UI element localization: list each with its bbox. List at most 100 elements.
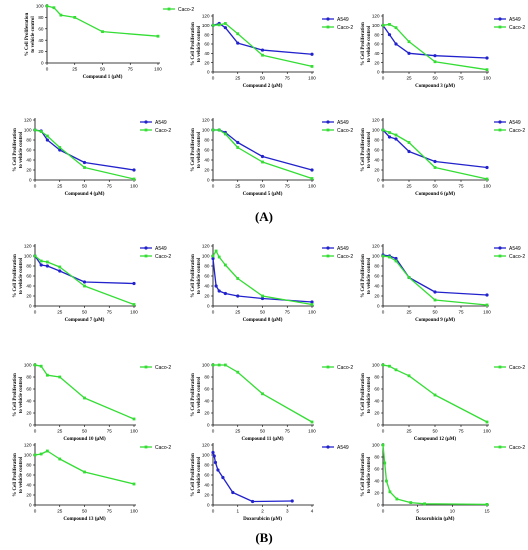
data-point-Caco-2	[395, 497, 399, 501]
y-tick-label: 20	[26, 294, 32, 299]
y-axis-label: to vehicle control	[367, 131, 372, 168]
y-tick-label: 40	[26, 483, 32, 488]
data-point-A549	[407, 51, 411, 55]
data-point-A549	[58, 148, 62, 152]
data-point-Caco-2	[52, 6, 56, 10]
y-tick-label: 20	[374, 168, 380, 173]
data-point-Caco-2	[388, 364, 391, 368]
x-tick-label: 1	[236, 509, 239, 514]
data-point-Caco-2	[381, 363, 385, 367]
y-axis-label: to vehicle control	[367, 25, 372, 62]
data-point-Caco-2	[485, 68, 489, 72]
x-axis-label: Doxorubicin (µM)	[416, 517, 455, 522]
data-point-Caco-2	[58, 457, 62, 461]
data-point-A549	[394, 42, 398, 46]
y-tick-label: 120	[372, 14, 380, 19]
data-point-Caco-2	[388, 490, 392, 494]
y-tick-label: 40	[204, 399, 210, 404]
data-point-Caco-2	[485, 420, 489, 424]
data-point-Caco-2	[381, 443, 385, 447]
data-point-Caco-2	[132, 482, 136, 486]
y-tick-label: 40	[26, 158, 32, 163]
y-tick-label: 120	[372, 118, 380, 123]
y-axis-label: to vehicle control	[19, 376, 24, 413]
x-axis-label: Compound 13 (µM)	[63, 517, 106, 522]
data-point-Caco-2	[45, 4, 49, 8]
y-axis-label: % Cell Proliferation	[361, 128, 366, 172]
x-axis-label: Compound 4 (µM)	[65, 192, 105, 197]
data-point-Caco-2	[261, 53, 264, 57]
data-point-Caco-2	[388, 131, 391, 134]
legend-marker	[498, 254, 502, 258]
series-line-A549	[382, 254, 488, 296]
y-tick-label: 120	[24, 244, 32, 249]
data-point-Caco-2	[45, 260, 49, 264]
legend-marker	[144, 365, 148, 369]
legend-label: A549	[155, 246, 167, 252]
data-point-Caco-2	[383, 461, 387, 465]
data-point-Caco-2	[211, 363, 215, 367]
data-point-A549	[45, 138, 49, 142]
y-tick-label: 0	[207, 503, 210, 508]
data-point-Caco-2	[223, 132, 227, 136]
x-axis-label: Compound 9 (µM)	[415, 318, 455, 323]
series-line-Caco-2	[34, 450, 135, 485]
data-point-A549	[485, 56, 489, 60]
chart-11: 0 20 40 60 80 100 0 25 50 75 100 Compound 11 (µM) % …	[191, 363, 353, 442]
series-line-Caco-2	[382, 129, 488, 180]
y-tick-label: 40	[374, 399, 380, 404]
y-tick-label: 120	[202, 244, 210, 249]
legend-label: A549	[155, 120, 167, 126]
x-axis-label: Compound 8 (µM)	[243, 318, 283, 323]
x-tick-label: 50	[432, 76, 438, 81]
x-tick-label: 50	[432, 429, 438, 434]
x-tick-label: 100	[308, 184, 316, 189]
x-tick-label: 75	[458, 429, 464, 434]
legend-marker	[326, 17, 330, 21]
legend-label: Caco-2	[509, 365, 525, 371]
x-tick-label: 50	[82, 509, 88, 514]
x-tick-label: 50	[260, 310, 266, 315]
y-axis-label: to vehicle control	[197, 376, 202, 413]
x-tick-label: 0	[382, 429, 385, 434]
y-tick-label: 60	[204, 274, 210, 279]
y-tick-label: 40	[374, 479, 380, 484]
data-point-Caco-2	[45, 449, 49, 453]
data-point-Caco-2	[381, 128, 385, 132]
y-tick-label: 120	[24, 118, 32, 123]
data-point-Caco-2	[423, 502, 426, 506]
y-tick-label: 80	[374, 375, 380, 380]
x-tick-label: 0	[34, 429, 37, 434]
y-axis-label: to vehicle control	[367, 456, 372, 493]
data-point-Caco-2	[409, 501, 413, 504]
y-axis-label: % Cell Proliferation	[191, 254, 196, 298]
y-tick-label: 100	[36, 4, 44, 9]
y-tick-label: 100	[372, 254, 380, 259]
data-point-A549	[260, 48, 265, 52]
y-tick-label: 60	[38, 26, 44, 31]
data-point-Caco-2	[132, 303, 136, 306]
chart-2: 0 20 40 60 80 100 120 0 25 50 75 100 Compound 2 (µM)…	[191, 14, 353, 89]
series-line-Caco-2	[34, 255, 135, 306]
data-point-A549	[82, 160, 87, 165]
data-point-A549	[260, 154, 265, 159]
panel-label-a: (A)	[255, 209, 273, 224]
x-tick-label: 100	[130, 429, 138, 434]
data-point-A549	[236, 41, 240, 45]
legend-label: Caco-2	[337, 254, 353, 260]
y-tick-label: 100	[372, 363, 380, 368]
x-tick-label: 25	[72, 67, 78, 72]
x-axis-label: Compound 7 (µM)	[65, 318, 105, 323]
data-point-A549	[39, 263, 43, 267]
y-tick-label: 120	[372, 244, 380, 249]
data-point-A549	[387, 33, 392, 37]
x-tick-label: 50	[260, 429, 266, 434]
y-tick-label: 100	[372, 443, 380, 448]
y-tick-label: 80	[374, 32, 380, 37]
x-tick-label: 0	[212, 76, 215, 81]
x-axis-label: Compound 11 (µM)	[241, 437, 283, 442]
data-point-Caco-2	[45, 134, 49, 138]
x-tick-label: 50	[260, 76, 266, 81]
legend-label: Caco-2	[155, 365, 171, 371]
